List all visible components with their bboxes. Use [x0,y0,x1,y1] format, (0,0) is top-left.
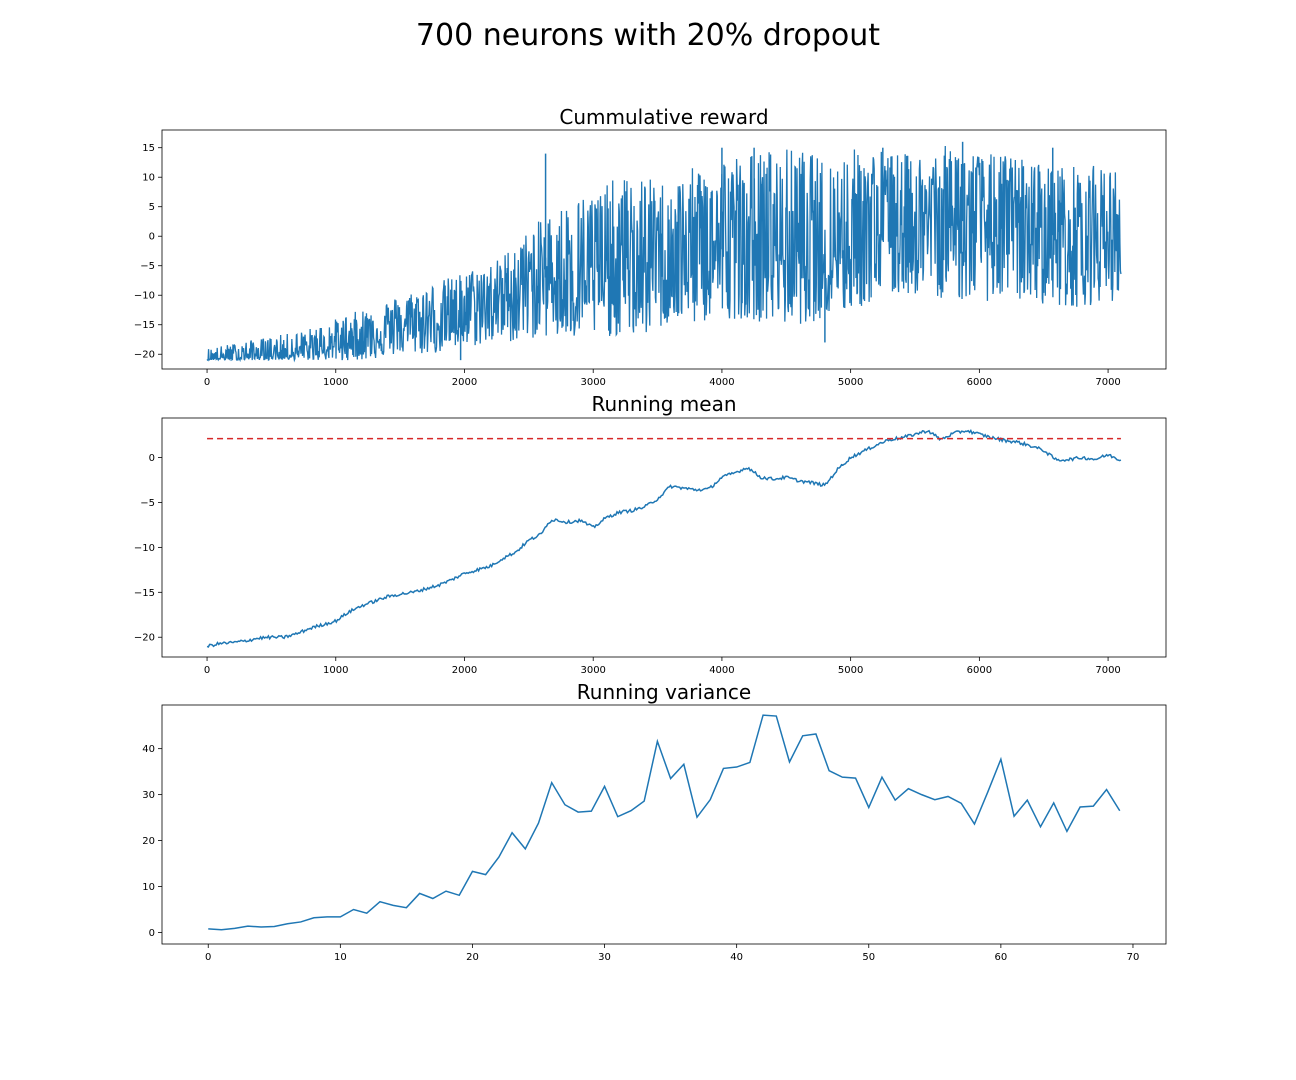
running-variance-axes-frame [161,704,1167,945]
cumulative-reward-panel: Cummulative reward 0 1000 2000 3000 4000 5000… [134,105,1167,388]
running-variance-x-tick-label: 0 [205,952,211,963]
cumulative-reward-y-tick-label: −20 [134,350,155,361]
running-variance-y-tick-label: 40 [142,744,155,755]
cumulative-reward-series-line [206,145,1122,363]
running-variance-x-tick-label: 60 [995,952,1008,963]
running-mean-title: Running mean [591,392,736,416]
running-variance-panel: Running variance 0 10 20 30 40 50 60 70 40 30 20 10… [142,680,1167,963]
running-variance-x-tick-label: 10 [334,952,347,963]
running-variance-x-tick-label: 70 [1127,952,1140,963]
running-mean-x-tick-label: 0 [204,665,210,676]
running-mean-y-tick-label: −10 [134,543,155,554]
running-mean-plot-area [206,429,1122,648]
cumulative-reward-x-tick-label: 3000 [580,377,605,388]
running-mean-series-line [206,429,1122,648]
running-mean-x-tick-label: 6000 [967,665,992,676]
cumulative-reward-x-tick-label: 0 [204,377,210,388]
cumulative-reward-y-tick-label: −5 [140,261,155,272]
running-variance-x-tick-label: 40 [730,952,743,963]
running-variance-title: Running variance [577,680,751,704]
cumulative-reward-x-tick-label: 1000 [323,377,348,388]
cumulative-reward-x-tick-label: 6000 [967,377,992,388]
running-mean-x-tick-label: 4000 [709,665,734,676]
running-mean-x-tick-label: 7000 [1095,665,1120,676]
cumulative-reward-y-tick-label: −15 [134,320,155,331]
cumulative-reward-axes-frame [161,129,1167,370]
running-variance-y-tick-label: 30 [142,790,155,801]
running-mean-y-tick-label: −15 [134,588,155,599]
running-mean-y-tick-label: 0 [149,453,155,464]
cumulative-reward-x-tick-label: 5000 [838,377,863,388]
cumulative-reward-y-tick-label: 15 [142,143,155,154]
cumulative-reward-title: Cummulative reward [559,105,768,129]
cumulative-reward-x-tick-label: 4000 [709,377,734,388]
cumulative-reward-y-tick-label: 10 [142,173,155,184]
running-mean-axes-frame [161,417,1167,658]
running-mean-x-tick-label: 5000 [838,665,863,676]
running-mean-x-tick-label: 1000 [323,665,348,676]
running-mean-panel: Running mean 0 1000 2000 3000 4000 5000 6000 70… [134,392,1167,676]
running-variance-y-tick-label: 10 [142,882,155,893]
running-variance-plot-area [208,714,1121,931]
cumulative-reward-y-tick-label: 5 [149,202,155,213]
running-mean-x-tick-label: 2000 [452,665,477,676]
running-mean-y-tick-label: −20 [134,633,155,644]
running-mean-x-tick-label: 3000 [580,665,605,676]
running-variance-x-tick-label: 30 [598,952,611,963]
cumulative-reward-y-tick-label: 0 [149,232,155,243]
running-variance-x-tick-label: 50 [862,952,875,963]
cumulative-reward-x-tick-label: 2000 [452,377,477,388]
cumulative-reward-x-tick-label: 7000 [1095,377,1120,388]
figure-suptitle: 700 neurons with 20% dropout [416,18,880,53]
cumulative-reward-y-tick-label: −10 [134,291,155,302]
running-variance-series-line [208,714,1121,931]
running-variance-x-tick-label: 20 [466,952,479,963]
running-variance-y-tick-label: 20 [142,836,155,847]
running-variance-y-tick-label: 0 [149,928,155,939]
cumulative-reward-plot-area [206,141,1122,363]
running-mean-y-tick-label: −5 [140,498,155,509]
